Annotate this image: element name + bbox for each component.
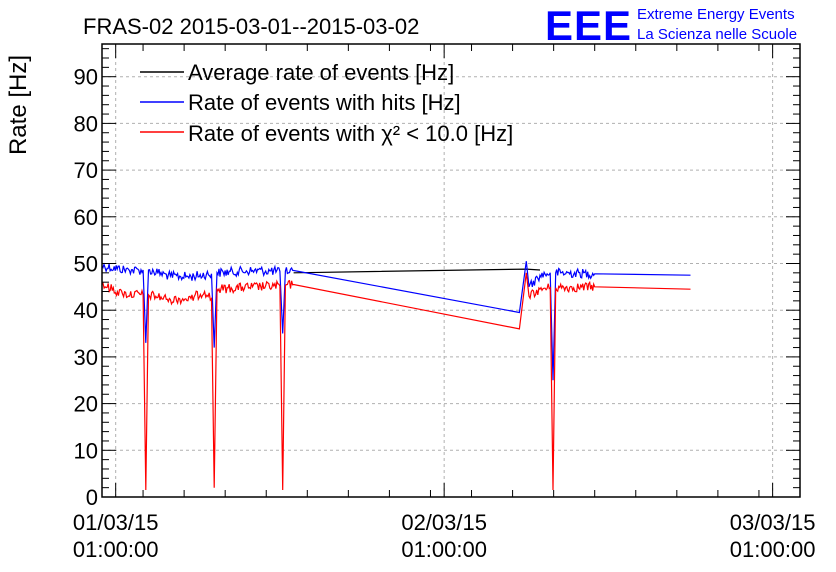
legend-label-chi2: Rate of events with χ² < 10.0 [Hz]: [188, 121, 513, 146]
x-tick-label-time: 01:00:00: [73, 537, 159, 562]
y-tick-label: 80: [74, 111, 98, 136]
logo-letters: EEE: [545, 2, 632, 49]
y-tick-label: 50: [74, 251, 98, 276]
y-tick-label: 40: [74, 298, 98, 323]
x-tick-label-time: 01:00:00: [730, 537, 816, 562]
x-tick-label-date: 03/03/15: [730, 510, 816, 535]
y-tick-label: 70: [74, 158, 98, 183]
logo-line1: Extreme Energy Events: [637, 6, 795, 23]
x-tick-label-date: 01/03/15: [73, 510, 159, 535]
y-axis-label: Rate [Hz]: [5, 55, 32, 155]
y-tick-label: 10: [74, 438, 98, 463]
legend-label-average: Average rate of events [Hz]: [188, 60, 454, 85]
y-tick-label: 30: [74, 345, 98, 370]
plot-frame: [101, 43, 801, 498]
grid-lines: [102, 44, 800, 497]
y-tick-label: 0: [86, 485, 98, 510]
legend: Average rate of events [Hz] Rate of even…: [140, 60, 513, 146]
series-line-0: [293, 268, 541, 274]
series-line-2: [101, 272, 691, 491]
axes: 010203040506070809001/03/1501:00:0002/03…: [73, 44, 816, 562]
chart-title: FRAS-02 2015-03-01--2015-03-02: [83, 14, 419, 39]
y-tick-label: 60: [74, 205, 98, 230]
legend-label-hits: Rate of events with hits [Hz]: [188, 90, 461, 115]
y-tick-label: 90: [74, 65, 98, 90]
y-tick-label: 20: [74, 392, 98, 417]
series-line-1: [101, 261, 691, 381]
x-tick-label-time: 01:00:00: [401, 537, 487, 562]
series-layer: [101, 261, 691, 491]
logo-line2: La Scienza nelle Scuole: [637, 26, 797, 43]
x-tick-label-date: 02/03/15: [401, 510, 487, 535]
eee-logo: EEE Extreme Energy Events La Scienza nel…: [545, 2, 797, 49]
